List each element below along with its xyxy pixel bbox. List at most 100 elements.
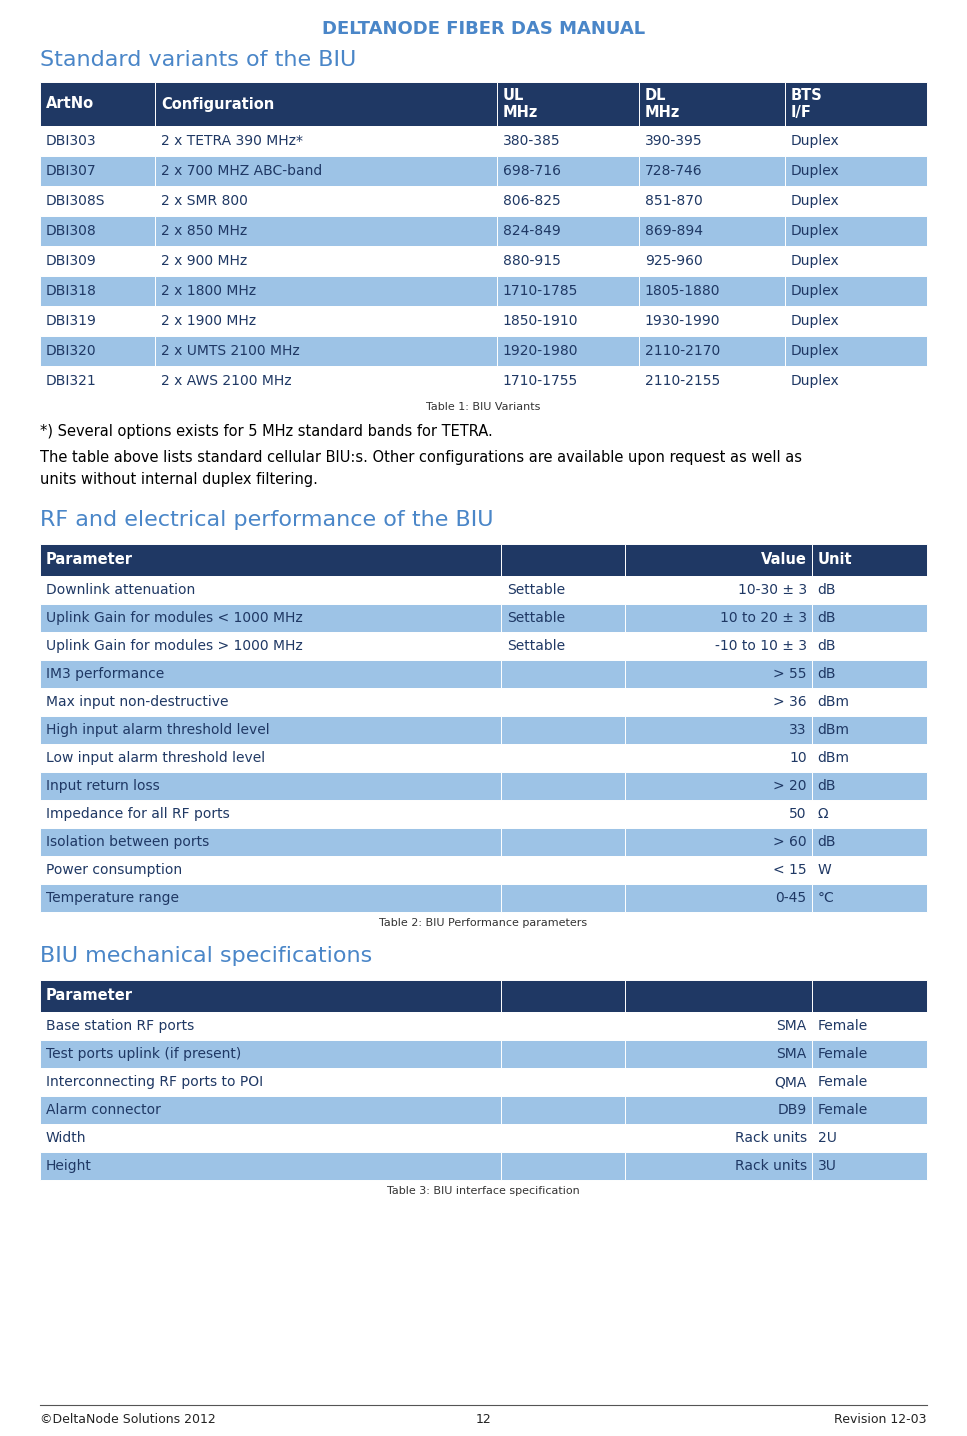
Bar <box>501 717 626 744</box>
Text: Height: Height <box>46 1159 92 1173</box>
Bar <box>639 126 785 157</box>
Text: Duplex: Duplex <box>791 194 839 208</box>
Text: 10: 10 <box>789 751 806 765</box>
Bar <box>497 366 639 396</box>
Bar <box>501 829 626 856</box>
Text: Rack units: Rack units <box>735 1159 806 1173</box>
Text: Unit: Unit <box>818 553 852 567</box>
Bar <box>40 336 156 366</box>
Bar <box>40 187 156 215</box>
Text: 824-849: 824-849 <box>503 224 561 238</box>
Bar <box>40 744 501 773</box>
Bar <box>811 661 927 688</box>
Bar <box>626 576 811 605</box>
Bar <box>639 246 785 276</box>
Bar <box>501 1040 626 1068</box>
Bar <box>501 632 626 661</box>
Text: dB: dB <box>818 610 836 625</box>
Text: 2 x 1900 MHz: 2 x 1900 MHz <box>161 314 256 327</box>
Bar <box>811 605 927 632</box>
Bar <box>501 885 626 912</box>
Bar <box>40 773 501 800</box>
Bar <box>626 744 811 773</box>
Bar <box>40 544 501 576</box>
Text: dBm: dBm <box>818 722 850 737</box>
Text: Downlink attenuation: Downlink attenuation <box>46 583 195 597</box>
Bar <box>501 544 626 576</box>
Text: Standard variants of the BIU: Standard variants of the BIU <box>40 50 356 70</box>
Bar <box>626 1124 811 1152</box>
Text: 2110-2170: 2110-2170 <box>645 345 720 358</box>
Text: dB: dB <box>818 639 836 653</box>
Bar <box>626 1068 811 1096</box>
Bar <box>40 829 501 856</box>
Text: 880-915: 880-915 <box>503 254 561 269</box>
Bar <box>501 1012 626 1040</box>
Bar <box>497 246 639 276</box>
Bar <box>626 1152 811 1180</box>
Bar <box>626 688 811 717</box>
Bar <box>501 800 626 829</box>
Bar <box>156 215 497 246</box>
Bar <box>785 126 927 157</box>
Text: 10 to 20 ± 3: 10 to 20 ± 3 <box>719 610 806 625</box>
Text: 2 x AWS 2100 MHz: 2 x AWS 2100 MHz <box>161 373 292 388</box>
Text: 2 x SMR 800: 2 x SMR 800 <box>161 194 249 208</box>
Bar <box>40 661 501 688</box>
Bar <box>156 366 497 396</box>
Bar <box>785 246 927 276</box>
Bar <box>626 829 811 856</box>
Bar <box>497 82 639 126</box>
Bar <box>626 717 811 744</box>
Bar <box>40 157 156 187</box>
Bar <box>156 187 497 215</box>
Text: RF and electrical performance of the BIU: RF and electrical performance of the BIU <box>40 510 493 530</box>
Bar <box>156 126 497 157</box>
Text: Alarm connector: Alarm connector <box>46 1103 161 1117</box>
Text: 2 x 850 MHz: 2 x 850 MHz <box>161 224 248 238</box>
Text: W: W <box>818 863 832 877</box>
Bar <box>40 246 156 276</box>
Text: 728-746: 728-746 <box>645 164 702 178</box>
Text: Low input alarm threshold level: Low input alarm threshold level <box>46 751 265 765</box>
Bar <box>785 82 927 126</box>
Text: DBI303: DBI303 <box>46 134 97 148</box>
Bar <box>40 366 156 396</box>
Bar <box>156 157 497 187</box>
Bar <box>156 276 497 306</box>
Bar <box>501 576 626 605</box>
Bar <box>811 1068 927 1096</box>
Bar <box>156 82 497 126</box>
Text: Table 2: BIU Performance parameters: Table 2: BIU Performance parameters <box>379 918 588 928</box>
Bar <box>785 187 927 215</box>
Bar <box>811 632 927 661</box>
Text: Duplex: Duplex <box>791 254 839 269</box>
Bar <box>639 215 785 246</box>
Text: DBI320: DBI320 <box>46 345 97 358</box>
Bar <box>501 1124 626 1152</box>
Text: Duplex: Duplex <box>791 224 839 238</box>
Text: DBI309: DBI309 <box>46 254 97 269</box>
Bar <box>811 688 927 717</box>
Text: Configuration: Configuration <box>161 96 275 112</box>
Bar <box>40 979 501 1012</box>
Text: Revision 12-03: Revision 12-03 <box>835 1413 927 1426</box>
Text: Female: Female <box>818 1020 868 1032</box>
Text: 50: 50 <box>789 807 806 821</box>
Text: ArtNo: ArtNo <box>46 96 94 112</box>
Text: Table 3: BIU interface specification: Table 3: BIU interface specification <box>387 1186 580 1196</box>
Text: Female: Female <box>818 1076 868 1088</box>
Text: Uplink Gain for modules < 1000 MHz: Uplink Gain for modules < 1000 MHz <box>46 610 303 625</box>
Bar <box>40 1068 501 1096</box>
Text: DBI308S: DBI308S <box>46 194 105 208</box>
Text: DBI318: DBI318 <box>46 284 97 299</box>
Bar <box>501 1068 626 1096</box>
Bar <box>497 276 639 306</box>
Bar <box>639 82 785 126</box>
Text: dBm: dBm <box>818 751 850 765</box>
Text: Isolation between ports: Isolation between ports <box>46 834 209 849</box>
Text: Duplex: Duplex <box>791 314 839 327</box>
Text: Duplex: Duplex <box>791 134 839 148</box>
Bar <box>156 336 497 366</box>
Bar <box>497 126 639 157</box>
